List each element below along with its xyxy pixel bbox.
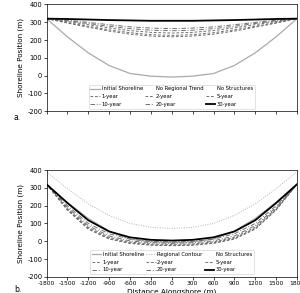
Text: a.: a.: [14, 113, 21, 122]
Y-axis label: Shoreline Position (m): Shoreline Position (m): [18, 184, 24, 263]
Text: b.: b.: [14, 285, 21, 293]
Y-axis label: Shoreline Position (m): Shoreline Position (m): [18, 18, 24, 97]
X-axis label: Distance Alongshore (m): Distance Alongshore (m): [127, 289, 216, 293]
Legend: Initial Shoreline, 1-year, 10-year, Regional Contour, 2-year, 20-year, No Struct: Initial Shoreline, 1-year, 10-year, Regi…: [90, 250, 254, 274]
Legend: Initial Shoreline, 1-year, 10-year, No Regional Trend, 2-year, 20-year, No Struc: Initial Shoreline, 1-year, 10-year, No R…: [88, 85, 255, 109]
